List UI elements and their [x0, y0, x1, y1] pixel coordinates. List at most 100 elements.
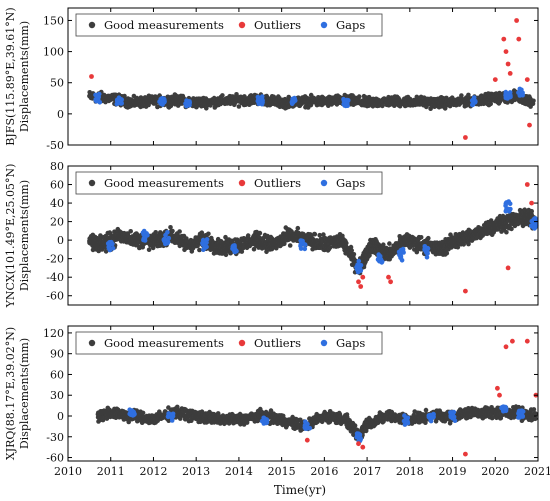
gap-point: [165, 240, 170, 246]
y-axis-title: BJFS(115.89°E,39.61°N): [4, 7, 17, 145]
good-point: [264, 249, 269, 255]
gap-point: [343, 102, 349, 108]
good-point: [529, 209, 534, 214]
outlier-point: [356, 279, 361, 285]
good-point: [220, 93, 225, 98]
gap-point: [424, 254, 430, 260]
outlier-point: [527, 122, 532, 128]
y-tick-label: -50: [46, 139, 64, 152]
gap-point: [356, 258, 362, 264]
legend-label: Outliers: [254, 18, 301, 32]
gap-point: [356, 262, 362, 268]
gap-point: [204, 237, 210, 242]
good-point: [287, 243, 293, 248]
gap-point: [400, 249, 406, 254]
good-point: [504, 229, 509, 235]
gap-point: [503, 201, 509, 206]
good-point: [113, 92, 118, 98]
good-point: [150, 245, 156, 251]
outlier-point: [503, 49, 509, 54]
gap-point: [302, 246, 308, 252]
legend-marker: [88, 21, 96, 29]
good-point: [168, 225, 173, 230]
good-point: [199, 230, 205, 235]
good-point: [289, 229, 294, 234]
legend-label: Gaps: [336, 176, 365, 190]
series-good-measurements: [95, 404, 538, 443]
series-outliers: [89, 18, 532, 140]
gap-point: [105, 241, 111, 246]
outlier-point: [507, 71, 513, 76]
good-point: [488, 101, 494, 107]
good-point: [466, 241, 471, 247]
good-point: [466, 92, 471, 98]
legend-box: [75, 13, 383, 37]
gap-point: [163, 232, 168, 238]
y-tick-label: 40: [50, 197, 64, 210]
good-point: [327, 245, 333, 250]
legend-label: Outliers: [254, 176, 301, 190]
good-point: [351, 252, 357, 257]
legend: Good measurements Outliers Gaps: [75, 13, 383, 37]
outlier-point: [505, 61, 511, 67]
y-tick-label: 20: [50, 216, 64, 229]
gap-point: [506, 91, 512, 97]
series-good-measurements: [87, 88, 536, 111]
good-point: [459, 93, 464, 98]
gap-point: [260, 99, 265, 105]
good-point: [146, 247, 152, 252]
good-point: [352, 423, 358, 428]
good-point: [236, 104, 242, 109]
y-axis-title: Displacements(mm): [18, 180, 31, 291]
gap-point: [140, 230, 146, 236]
outlier-point: [516, 36, 522, 42]
good-point: [295, 225, 301, 231]
gap-point: [232, 249, 238, 255]
good-point: [245, 233, 251, 238]
gap-point: [397, 252, 402, 258]
outlier-point: [524, 77, 530, 82]
outlier-point: [505, 265, 511, 271]
good-point: [356, 94, 362, 99]
gap-point: [256, 96, 261, 102]
good-point: [153, 230, 158, 235]
gap-point: [230, 244, 236, 249]
series-good-measurements: [87, 207, 538, 276]
gap-point: [504, 206, 510, 212]
gap-point: [298, 238, 304, 243]
legend-label: Good measurements: [104, 18, 224, 32]
legend: Good measurements Outliers Gaps: [75, 171, 383, 195]
good-point: [277, 95, 282, 101]
gap-point: [471, 95, 477, 100]
gap-point: [114, 101, 120, 107]
gap-point: [507, 201, 513, 206]
gap-point: [423, 249, 429, 254]
series-gaps: [93, 86, 525, 109]
good-point: [177, 229, 182, 234]
gap-point: [379, 260, 385, 265]
good-point: [444, 250, 450, 256]
outlier-point: [524, 182, 530, 187]
gap-point: [302, 242, 308, 247]
good-point: [208, 103, 213, 108]
outlier-point: [501, 36, 507, 42]
good-point: [257, 230, 263, 236]
y-tick-label: 60: [50, 179, 64, 192]
gap-point: [289, 99, 295, 105]
gap-point: [377, 253, 383, 259]
good-point: [128, 229, 133, 234]
gap-point: [162, 236, 168, 242]
gap-point: [503, 95, 509, 101]
y-tick-label: -60: [46, 290, 64, 303]
good-point: [531, 98, 536, 104]
legend-marker: [238, 179, 246, 187]
gap-point: [107, 247, 113, 253]
y-tick-label: 150: [43, 14, 64, 27]
good-point: [206, 231, 211, 237]
legend-marker: [320, 179, 328, 187]
gap-point: [119, 101, 124, 106]
good-point: [103, 249, 109, 254]
